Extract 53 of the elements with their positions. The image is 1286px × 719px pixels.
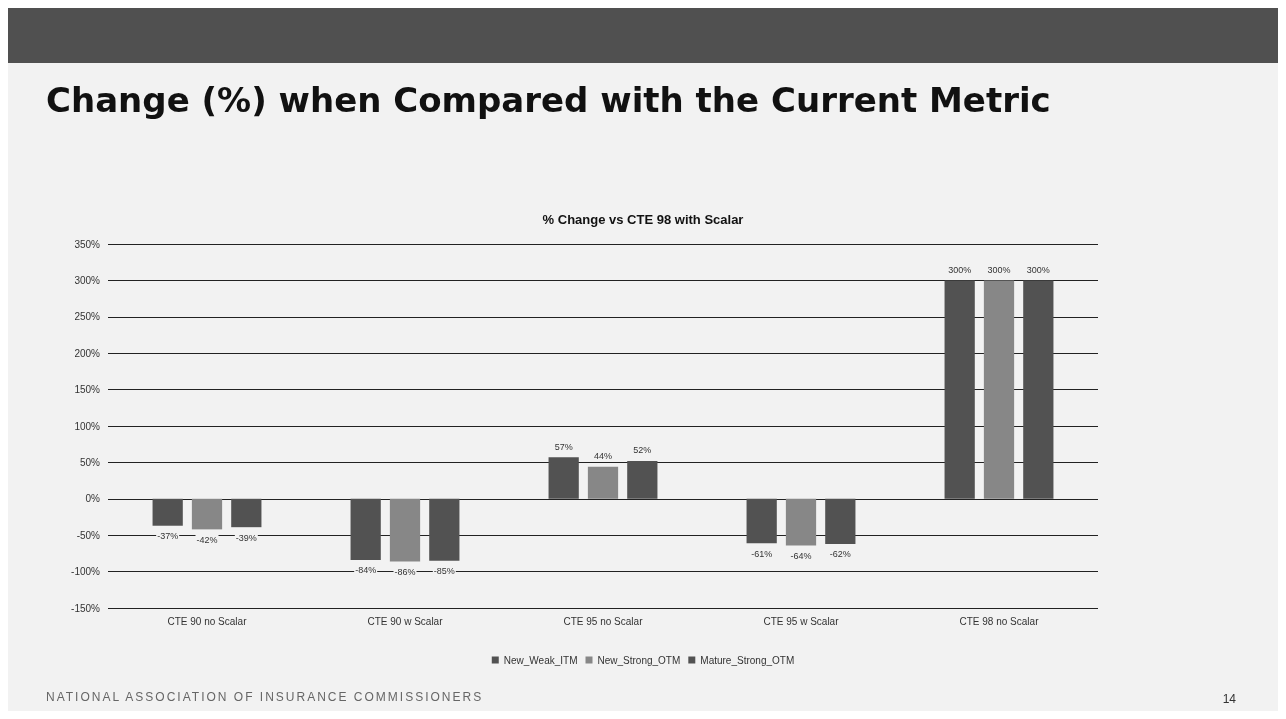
data-label: -64% [790, 550, 812, 561]
data-label: 57% [554, 441, 573, 452]
data-label: -61% [751, 548, 773, 559]
data-label: -37% [157, 531, 179, 542]
data-label: 300% [948, 264, 972, 275]
bar [350, 498, 381, 560]
data-label: -42% [196, 534, 218, 545]
bar [1023, 280, 1054, 499]
bar [548, 457, 579, 499]
data-label: -84% [355, 565, 377, 576]
x-tick-label: CTE 90 no Scalar [167, 615, 248, 627]
y-tick-label: -100% [71, 566, 101, 578]
y-tick-label: -150% [71, 602, 101, 614]
bar [983, 280, 1015, 499]
bar [944, 280, 975, 499]
legend-label: Mature_Strong_OTM [700, 654, 795, 666]
data-label: -86% [394, 566, 416, 577]
x-tick-label: CTE 95 no Scalar [563, 615, 644, 627]
chart-subtitle: % Change vs CTE 98 with Scalar [542, 212, 744, 227]
y-tick-label: -50% [76, 529, 101, 541]
legend-label: New_Weak_ITM [503, 654, 578, 666]
y-tick-label: 0% [85, 493, 101, 505]
bar [746, 498, 777, 544]
bar [389, 498, 421, 562]
data-label: -39% [235, 532, 257, 543]
bar [191, 498, 223, 530]
y-tick-label: 250% [74, 311, 101, 323]
data-label: -62% [829, 549, 851, 560]
data-label: 300% [1026, 264, 1050, 275]
bar [231, 498, 262, 528]
text: 14 [1222, 692, 1236, 706]
y-tick-label: 200% [74, 347, 101, 359]
x-tick-label: CTE 90 w Scalar [367, 615, 444, 627]
bar [587, 466, 619, 499]
bar [627, 460, 658, 499]
data-label: -85% [433, 566, 455, 577]
y-tick-label: 100% [74, 420, 101, 432]
y-tick-label: 50% [79, 456, 101, 468]
y-tick-label: 150% [74, 384, 101, 396]
data-label: 44% [593, 451, 613, 462]
y-tick-label: 300% [74, 274, 101, 286]
x-tick-label: CTE 98 no Scalar [959, 615, 1040, 627]
text: NATIONAL ASSOCIATION OF INSURANCE COMMISSIONERS [46, 690, 484, 704]
bar [785, 498, 817, 546]
bar [152, 498, 183, 526]
legend-label: New_Strong_OTM [597, 654, 681, 666]
x-tick-label: CTE 95 w Scalar [763, 615, 840, 627]
chart-title: Change (%) when Compared with the Current Metric [46, 80, 1051, 120]
bar [429, 498, 460, 561]
data-label: 300% [987, 264, 1011, 275]
data-label: 52% [633, 445, 652, 456]
y-tick-label: 350% [74, 238, 101, 250]
bar [825, 498, 856, 544]
